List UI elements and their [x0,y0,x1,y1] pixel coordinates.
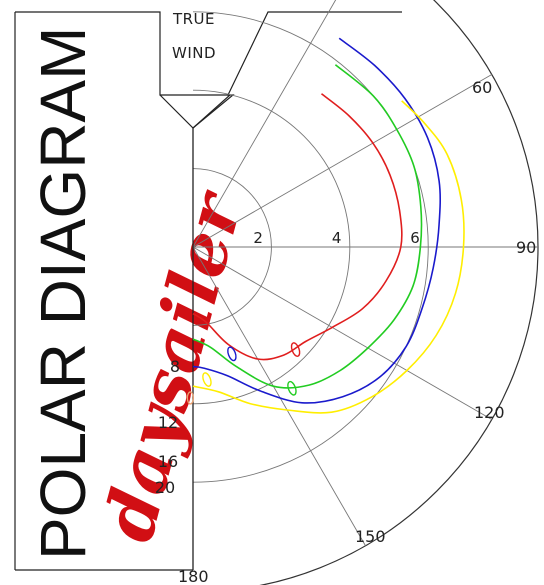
wind-label-line-2: WIND [172,44,216,62]
series-line-8 [192,93,403,361]
series-line-20 [192,100,465,414]
series-label-16: 16 [158,452,178,471]
true-wind-arrow [130,11,232,129]
grid-spoke-60 [193,74,493,248]
axis-ticks: 2 4 6 60 90 120 150 180 [178,78,536,585]
title-panel [14,11,193,571]
radial-tick-label: 6 [410,229,420,247]
angle-tick-label: 120 [474,403,505,422]
angle-tick-label: 90 [516,238,536,257]
series-labels: 8 12 16 20 [155,357,180,497]
radial-tick-label: 2 [253,229,263,247]
wind-label-line-1: TRUE [172,10,215,28]
series-marker-12 [287,380,297,396]
series-line-12 [192,64,423,389]
grid-spoke-30 [193,0,337,248]
series-marker-20 [202,372,212,387]
series-label-12: 12 [158,413,178,432]
extra-marker [186,391,195,405]
series-marker-8 [290,342,301,357]
radial-tick-label: 4 [332,229,342,247]
grid-spoke-120 [193,246,493,420]
polar-series [186,37,465,414]
angle-tick-label: 150 [355,527,386,546]
chart-title-group: POLAR DIAGRAM [27,27,99,560]
series-marker-16 [227,346,237,362]
angle-tick-label: 60 [472,78,492,97]
series-label-20: 20 [155,478,175,497]
grid-spoke-150 [193,246,366,547]
series-line-16 [192,37,442,404]
wind-arrow-notch-right [192,11,402,129]
chart-title: POLAR DIAGRAM [27,27,99,560]
series-label-8: 8 [170,357,180,376]
angle-tick-label: 180 [178,567,209,585]
